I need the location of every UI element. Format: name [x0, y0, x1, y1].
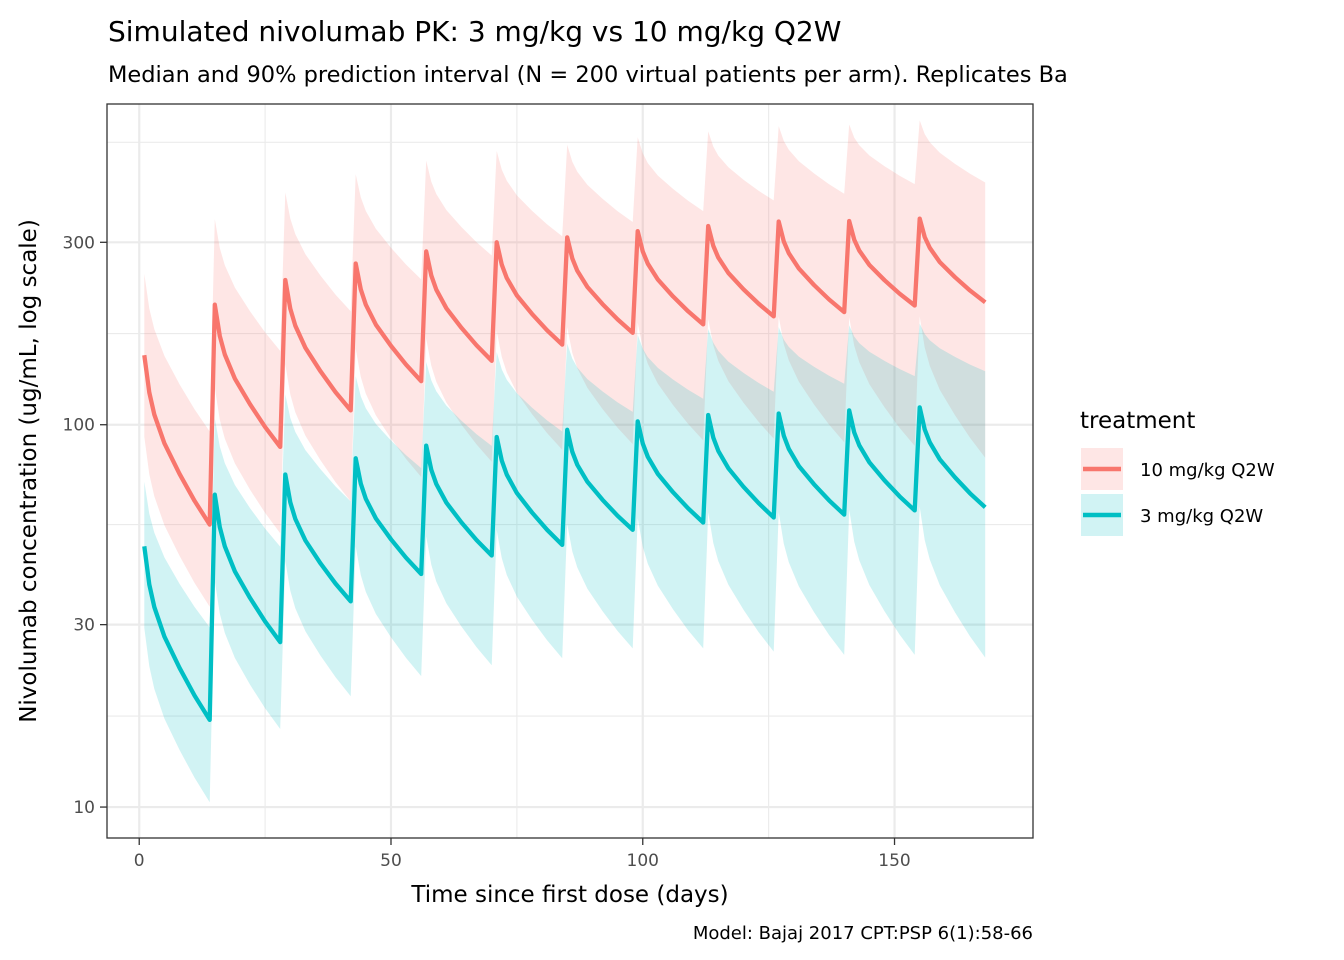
y-tick-label: 30	[73, 616, 95, 636]
legend-item-3mg: 3 mg/kg Q2W	[1081, 494, 1263, 536]
legend-title: treatment	[1080, 408, 1195, 434]
median-lines	[142, 216, 987, 723]
x-tick-label: 150	[878, 851, 910, 871]
x-axis-title: Time since first dose (days)	[410, 882, 728, 908]
legend-label: 3 mg/kg Q2W	[1140, 506, 1263, 527]
x-axis: 0 50 100 150	[134, 838, 911, 871]
y-tick-label: 300	[63, 233, 95, 253]
legend-item-10mg: 10 mg/kg Q2W	[1081, 448, 1275, 490]
x-tick-label: 100	[627, 851, 659, 871]
panel-border	[106, 103, 1034, 839]
y-tick-label: 100	[63, 416, 95, 436]
chart-subtitle: Median and 90% prediction interval (N = …	[108, 62, 1068, 88]
legend: treatment 10 mg/kg Q2W 3 mg/kg Q2W	[1080, 408, 1275, 536]
plot-panel	[106, 103, 1034, 839]
y-axis-title: Nivolumab concentration (ug/mL, log scal…	[16, 219, 42, 723]
median-line-10mg	[142, 216, 987, 527]
prediction-interval-ribbons	[144, 120, 986, 803]
legend-label: 10 mg/kg Q2W	[1140, 460, 1275, 481]
x-tick-label: 50	[380, 851, 402, 871]
x-tick-label: 0	[134, 851, 145, 871]
median-line-3mg	[142, 405, 987, 723]
y-axis: 10 30 100 300	[63, 233, 107, 818]
chart-title: Simulated nivolumab PK: 3 mg/kg vs 10 mg…	[108, 15, 841, 48]
y-tick-label: 10	[73, 798, 95, 818]
minor-gridlines	[107, 104, 1033, 838]
caption: Model: Bajaj 2017 CPT:PSP 6(1):58-66	[693, 923, 1033, 944]
ribbon-3mg	[144, 323, 986, 803]
ribbon-10mg	[144, 120, 986, 607]
